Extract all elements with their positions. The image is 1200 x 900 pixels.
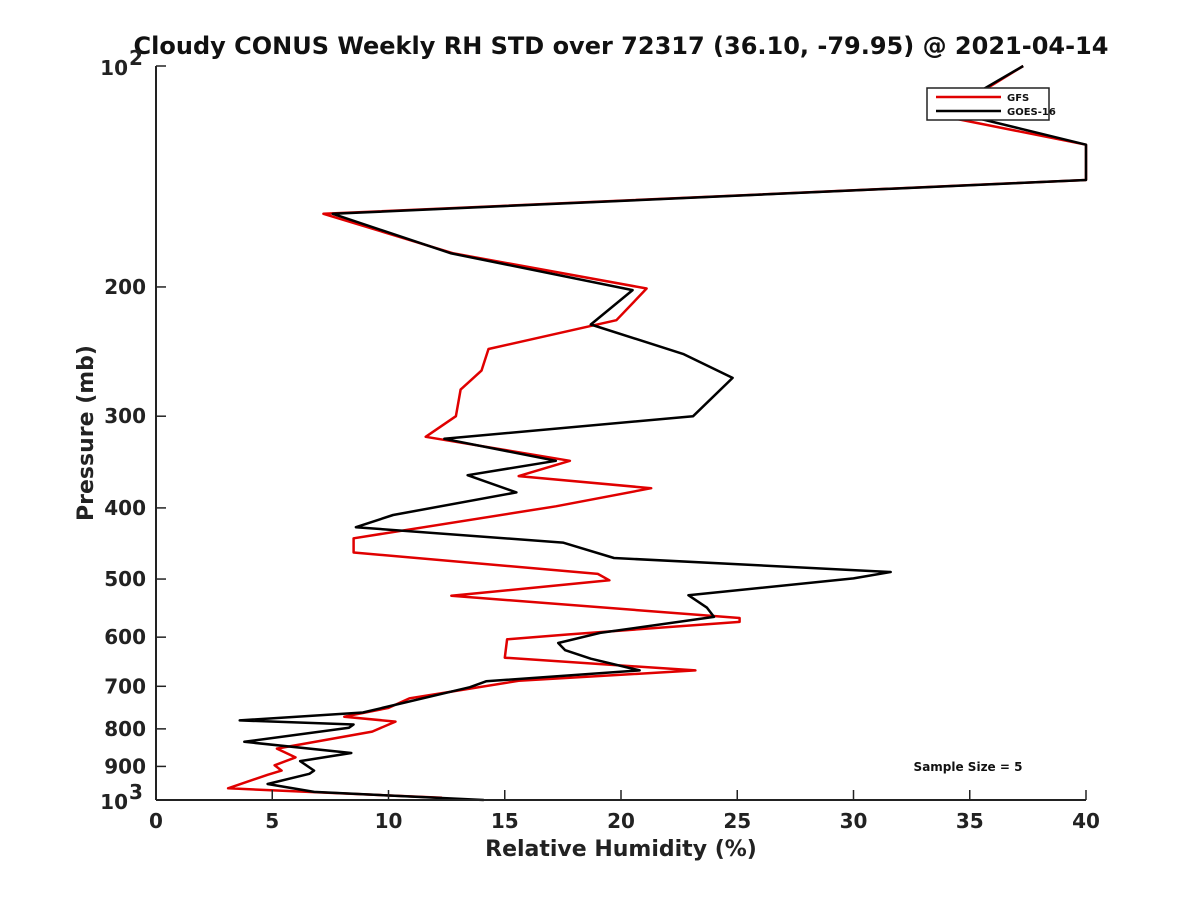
y-tick-label: 400 [104,496,146,520]
legend-entry-gfs: GFS [1007,93,1029,104]
x-tick-label: 30 [840,809,868,833]
legend-entry-goes-16: GOES-16 [1007,107,1056,118]
sample-size-annotation: Sample Size = 5 [914,760,1023,774]
y-tick-label-power: 10 [100,790,128,814]
series-line-goes-16 [238,64,1088,802]
y-tick-label: 700 [104,674,146,698]
y-tick-label: 300 [104,404,146,428]
y-tick-label: 500 [104,567,146,591]
y-tick-exponent: 2 [129,46,143,70]
plot-frame [156,66,1086,800]
x-tick-label: 20 [607,809,635,833]
x-tick-label: 25 [723,809,751,833]
x-ticks: 0 5 10 15 20 25 30 35 40 [149,790,1100,833]
legend-box [926,87,1050,121]
x-tick-label: 0 [149,809,163,833]
y-tick-label-power: 10 [100,56,128,80]
x-tick-label: 15 [491,809,519,833]
x-tick-label: 10 [375,809,403,833]
chart-title: Cloudy CONUS Weekly RH STD over 72317 (3… [134,32,1109,60]
y-tick-exponent: 3 [129,780,143,804]
series-layer [226,64,1088,802]
y-tick-label: 900 [104,754,146,778]
legend: GFS GOES-16 [926,87,1056,121]
x-axis-label: Relative Humidity (%) [485,837,757,862]
y-axis-label: Pressure (mb) [74,345,99,521]
series-line-gfs [226,64,1088,800]
y-tick-label: 800 [104,717,146,741]
x-tick-label: 5 [265,809,279,833]
x-tick-label: 40 [1072,809,1100,833]
y-tick-label: 600 [104,625,146,649]
y-tick-label: 200 [104,275,146,299]
x-tick-label: 35 [956,809,984,833]
